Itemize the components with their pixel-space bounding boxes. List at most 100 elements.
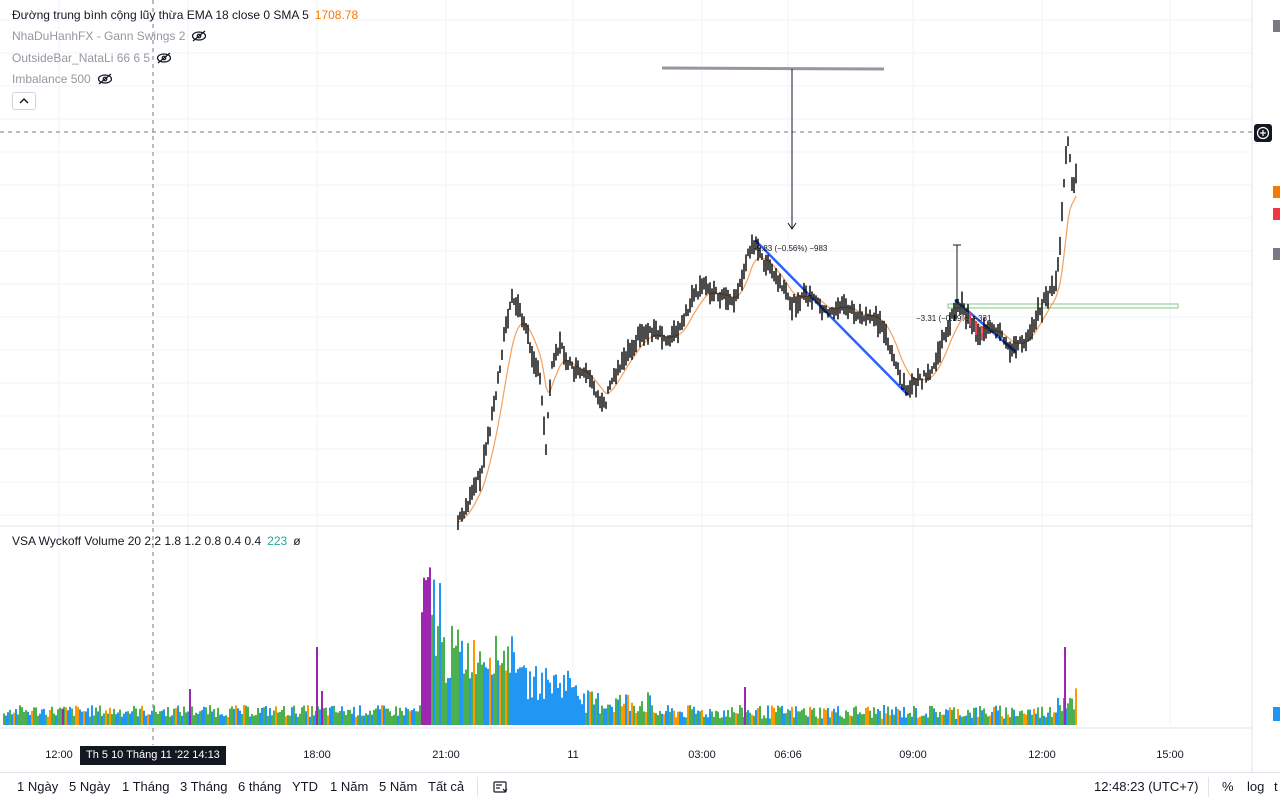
volume-bar bbox=[383, 705, 385, 725]
volume-bar bbox=[795, 706, 797, 725]
volume-bar bbox=[1041, 706, 1043, 725]
volume-bar bbox=[171, 715, 173, 725]
volume-bar bbox=[1015, 716, 1017, 725]
chart-canvas[interactable]: -9.83 (−0.56%) −983−3.31 (−0.19%) −331 bbox=[0, 0, 1280, 772]
volume-bar bbox=[459, 651, 461, 725]
eye-hidden-icon[interactable] bbox=[97, 73, 113, 85]
range-1d-button[interactable]: 1 Ngày bbox=[17, 779, 59, 794]
volume-bar bbox=[353, 706, 355, 725]
volume-bar bbox=[629, 711, 631, 725]
volume-bar bbox=[491, 674, 493, 725]
ema-legend[interactable]: Đường trung bình cộng lũy thừa EMA 18 cl… bbox=[12, 7, 358, 23]
volume-bar bbox=[331, 706, 333, 725]
volume-bar bbox=[1021, 710, 1023, 725]
volume-bar bbox=[561, 697, 563, 725]
volume-bar bbox=[391, 716, 393, 725]
volume-bar bbox=[557, 688, 559, 725]
volume-bar bbox=[755, 710, 757, 725]
ema-legend-label: Đường trung bình cộng lũy thừa EMA 18 cl… bbox=[12, 8, 309, 22]
add-alert-button[interactable] bbox=[1254, 124, 1272, 142]
volume-bar bbox=[763, 715, 765, 725]
volume-bar bbox=[529, 671, 531, 725]
volume-bar bbox=[547, 679, 549, 725]
auto-scale-button[interactable]: t bbox=[1274, 779, 1278, 794]
volume-bar bbox=[481, 664, 483, 725]
volume-bar bbox=[647, 692, 649, 725]
volume-bar bbox=[985, 713, 987, 725]
volume-bar bbox=[49, 710, 51, 725]
volume-bar bbox=[375, 708, 377, 725]
volume-bar bbox=[361, 715, 363, 725]
volume-bar bbox=[135, 708, 137, 725]
volume-bar bbox=[1011, 707, 1013, 725]
volume-bar bbox=[29, 715, 31, 725]
gann-legend[interactable]: NhaDuHanhFX - Gann Swings 2 bbox=[12, 28, 207, 44]
volume-bar bbox=[567, 670, 569, 725]
range-all-button[interactable]: Tất cả bbox=[428, 779, 465, 794]
eye-hidden-icon[interactable] bbox=[191, 30, 207, 42]
volume-bar bbox=[495, 635, 497, 725]
clock-timezone[interactable]: 12:48:23 (UTC+7) bbox=[1094, 779, 1199, 794]
volume-bar bbox=[975, 707, 977, 725]
volume-bar bbox=[339, 711, 341, 725]
volume-bar bbox=[741, 707, 743, 725]
range-1y-button[interactable]: 1 Năm bbox=[330, 779, 369, 794]
volume-bar bbox=[521, 667, 523, 725]
volume-bar bbox=[809, 706, 811, 725]
time-tick: 12:00 bbox=[1028, 749, 1056, 761]
volume-bar bbox=[855, 706, 857, 725]
volume-bar bbox=[981, 710, 983, 725]
range-ytd-button[interactable]: YTD bbox=[292, 779, 318, 794]
volume-bar bbox=[129, 713, 131, 725]
volume-bar bbox=[181, 715, 183, 725]
volume-bar bbox=[913, 705, 915, 725]
volume-bar bbox=[373, 709, 375, 725]
volume-bar bbox=[51, 706, 53, 725]
percent-scale-button[interactable]: % bbox=[1222, 779, 1234, 794]
range-3m-button[interactable]: 3 Tháng bbox=[180, 779, 228, 794]
volume-bar bbox=[403, 715, 405, 725]
volume-bar bbox=[631, 702, 633, 725]
volume-bar bbox=[37, 715, 39, 725]
volume-bar bbox=[707, 717, 709, 725]
range-5d-button[interactable]: 5 Ngày bbox=[69, 779, 111, 794]
eye-hidden-icon[interactable] bbox=[156, 52, 172, 64]
volume-bar bbox=[53, 713, 55, 725]
volume-bar bbox=[197, 713, 199, 725]
volume-bar bbox=[953, 707, 955, 725]
volume-bar bbox=[387, 708, 389, 725]
volume-bar bbox=[513, 652, 515, 725]
volume-bar bbox=[107, 713, 109, 725]
volume-bar bbox=[923, 715, 925, 725]
volume-bar bbox=[249, 716, 251, 725]
compare-icon[interactable] bbox=[492, 780, 508, 794]
volume-bar bbox=[711, 711, 713, 725]
outside-legend[interactable]: OutsideBar_NataLi 66 6 5 bbox=[12, 50, 172, 66]
crosshair-time-label: Th 5 10 Tháng 11 '22 14:13 bbox=[80, 746, 226, 765]
volume-bar bbox=[957, 709, 959, 725]
volume-bar bbox=[679, 711, 681, 725]
volume-bar bbox=[657, 715, 659, 725]
volume-bar bbox=[273, 710, 275, 725]
volume-bar bbox=[457, 629, 459, 725]
volume-bar bbox=[879, 711, 881, 725]
volume-bar bbox=[77, 707, 79, 725]
range-1m-button[interactable]: 1 Tháng bbox=[122, 779, 170, 794]
volume-bar bbox=[721, 717, 723, 725]
volume-bar bbox=[587, 690, 589, 725]
volume-bar bbox=[203, 706, 205, 725]
vsa-legend[interactable]: VSA Wyckoff Volume 20 2.2 1.8 1.2 0.8 0.… bbox=[12, 533, 301, 549]
volume-bar bbox=[433, 579, 435, 725]
log-scale-button[interactable]: log bbox=[1247, 779, 1265, 794]
range-5y-button[interactable]: 5 Năm bbox=[379, 779, 418, 794]
range-6m-button[interactable]: 6 tháng bbox=[238, 779, 282, 794]
volume-bar bbox=[535, 666, 537, 725]
price-series bbox=[457, 136, 1077, 530]
volume-bar bbox=[31, 710, 33, 725]
imbalance-legend[interactable]: Imbalance 500 bbox=[12, 71, 113, 87]
volume-bar bbox=[869, 710, 871, 725]
collapse-legend-button[interactable] bbox=[12, 92, 36, 110]
volume-bar bbox=[305, 711, 307, 725]
volume-bar bbox=[615, 698, 617, 725]
volume-bar bbox=[71, 708, 73, 725]
